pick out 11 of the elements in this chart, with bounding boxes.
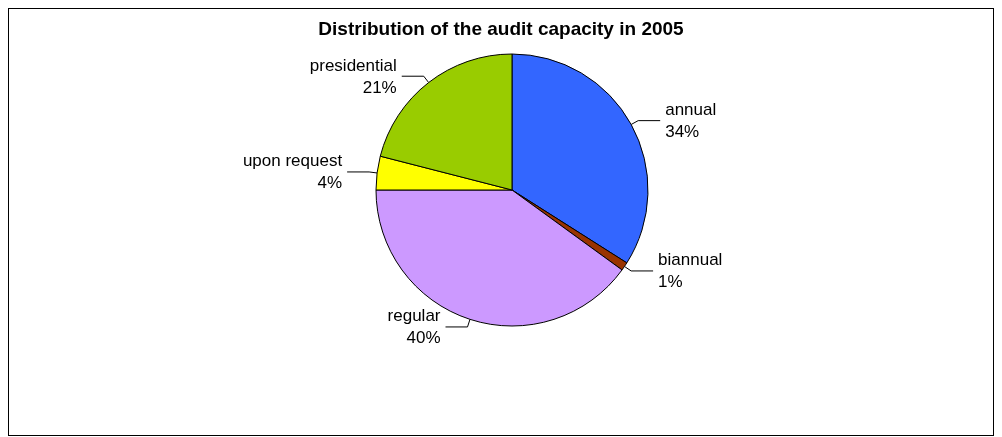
- data-label: 21%: [362, 77, 397, 97]
- slice-label: annual: [665, 100, 717, 120]
- data-label: 34%: [665, 122, 700, 142]
- chart-title: Distribution of the audit capacity in 2005: [318, 18, 685, 39]
- data-label: 4%: [317, 173, 343, 193]
- slice-label: presidential: [309, 55, 397, 75]
- data-label: 1%: [658, 272, 683, 292]
- data-label: 40%: [406, 328, 441, 348]
- slice-label: biannual: [658, 250, 723, 270]
- slice-label: upon request: [242, 151, 343, 171]
- slice-label: regular: [387, 306, 441, 326]
